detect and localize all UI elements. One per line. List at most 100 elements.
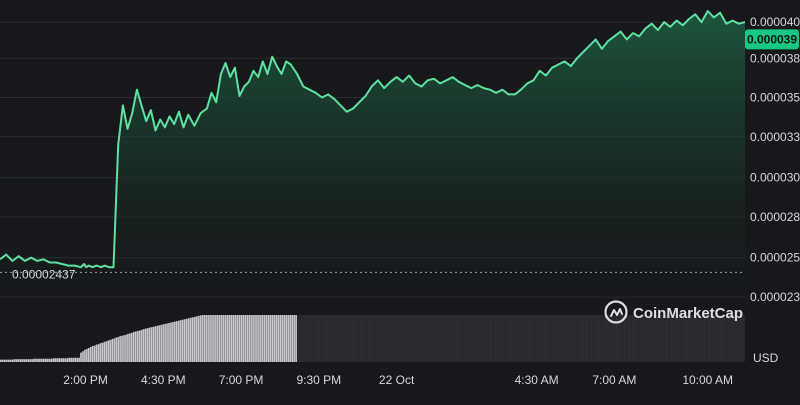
volume-bar: [688, 315, 690, 362]
volume-bar: [700, 315, 702, 362]
volume-bar: [316, 315, 319, 362]
volume-bar: [721, 315, 724, 362]
volume-bar: [557, 315, 559, 362]
coinmarketcap-logo-icon: [604, 300, 628, 324]
volume-bar: [80, 352, 82, 362]
volume-bar: [608, 315, 610, 362]
volume-bar: [443, 315, 446, 362]
volume-bar: [682, 315, 685, 362]
volume-bar: [484, 315, 487, 362]
volume-bar: [447, 315, 450, 362]
volume-bar: [166, 323, 168, 362]
volume-bar: [87, 347, 90, 362]
volume-bar: [142, 329, 145, 362]
volume-bar: [400, 315, 403, 362]
volume-bar: [506, 315, 509, 362]
volume-bar: [707, 315, 710, 362]
volume-bar: [633, 315, 636, 362]
volume-bar: [293, 315, 295, 362]
volume-bar: [140, 330, 143, 362]
volume-bar: [717, 315, 720, 362]
volume-bar: [629, 315, 632, 362]
volume-bar: [175, 321, 178, 362]
volume-bar: [50, 358, 53, 362]
current-price-badge-bg: [745, 29, 799, 50]
coinmarketcap-watermark: CoinMarketCap: [604, 300, 743, 324]
volume-bar: [144, 328, 147, 362]
volume-bar: [7, 359, 10, 362]
volume-bar: [676, 315, 679, 362]
volume-bar: [569, 315, 571, 362]
volume-bar: [193, 316, 196, 362]
volume-bar: [160, 324, 162, 362]
volume-bar: [97, 344, 100, 362]
volume-bar: [291, 315, 294, 362]
volume-bar: [5, 359, 8, 362]
volume-bar: [739, 315, 741, 362]
volume-bar: [537, 315, 540, 362]
volume-bar: [590, 315, 593, 362]
volume-bar: [189, 317, 192, 362]
current-price-value: 0.000039: [747, 32, 797, 46]
volume-bar: [637, 315, 640, 362]
volume-bar: [598, 315, 601, 362]
volume-bar: [326, 315, 329, 362]
volume-bar: [553, 315, 556, 362]
volume-bar: [134, 331, 137, 362]
volume-bar: [101, 342, 104, 362]
volume-bar: [471, 315, 473, 362]
volume-bar: [690, 315, 692, 362]
volume-bar: [387, 315, 389, 362]
volume-bar: [66, 358, 69, 362]
volume-bar: [588, 315, 591, 362]
volume-bar: [62, 358, 65, 362]
volume-bar: [670, 315, 673, 362]
volume-bar: [404, 315, 407, 362]
volume-bar: [502, 315, 505, 362]
volume-bar: [113, 338, 116, 362]
volume-bar: [426, 315, 428, 362]
volume-bar: [512, 315, 514, 362]
volume-bar: [394, 315, 397, 362]
volume-bar: [441, 315, 444, 362]
volume-bar: [275, 315, 278, 362]
volume-bar: [230, 315, 233, 362]
volume-bar: [219, 315, 221, 362]
volume-bar: [649, 315, 651, 362]
volume-bar: [285, 315, 288, 362]
volume-bar: [35, 358, 37, 362]
current-price-badge: 0.000039: [745, 29, 799, 50]
volume-bar: [533, 315, 536, 362]
volume-bar: [248, 315, 250, 362]
volume-bar: [320, 315, 323, 362]
volume-bar: [735, 315, 737, 362]
volume-bar: [453, 315, 456, 362]
volume-bar: [273, 315, 276, 362]
volume-bar: [322, 315, 325, 362]
volume-bar: [267, 315, 270, 362]
x-tick-label: 22 Oct: [379, 373, 415, 387]
volume-bar: [371, 315, 374, 362]
volume-bar: [586, 315, 589, 362]
volume-bar: [547, 315, 550, 362]
volume-bar: [514, 315, 516, 362]
volume-bar: [348, 315, 350, 362]
volume-bar: [86, 348, 88, 362]
volume-bar: [381, 315, 383, 362]
volume-bar: [570, 315, 573, 362]
volume-bar: [365, 315, 368, 362]
volume-bar: [375, 315, 378, 362]
volume-bar: [410, 315, 413, 362]
volume-bar: [713, 315, 716, 362]
volume-bar: [23, 359, 26, 362]
y-tick-label: 0.000040: [750, 15, 800, 29]
volume-bar: [41, 358, 43, 362]
volume-bar: [643, 315, 645, 362]
y-tick-label: 0.000038: [750, 51, 800, 65]
volume-bar: [76, 357, 78, 362]
volume-bar: [174, 321, 176, 362]
volume-bar: [508, 315, 511, 362]
volume-bar: [518, 315, 520, 362]
